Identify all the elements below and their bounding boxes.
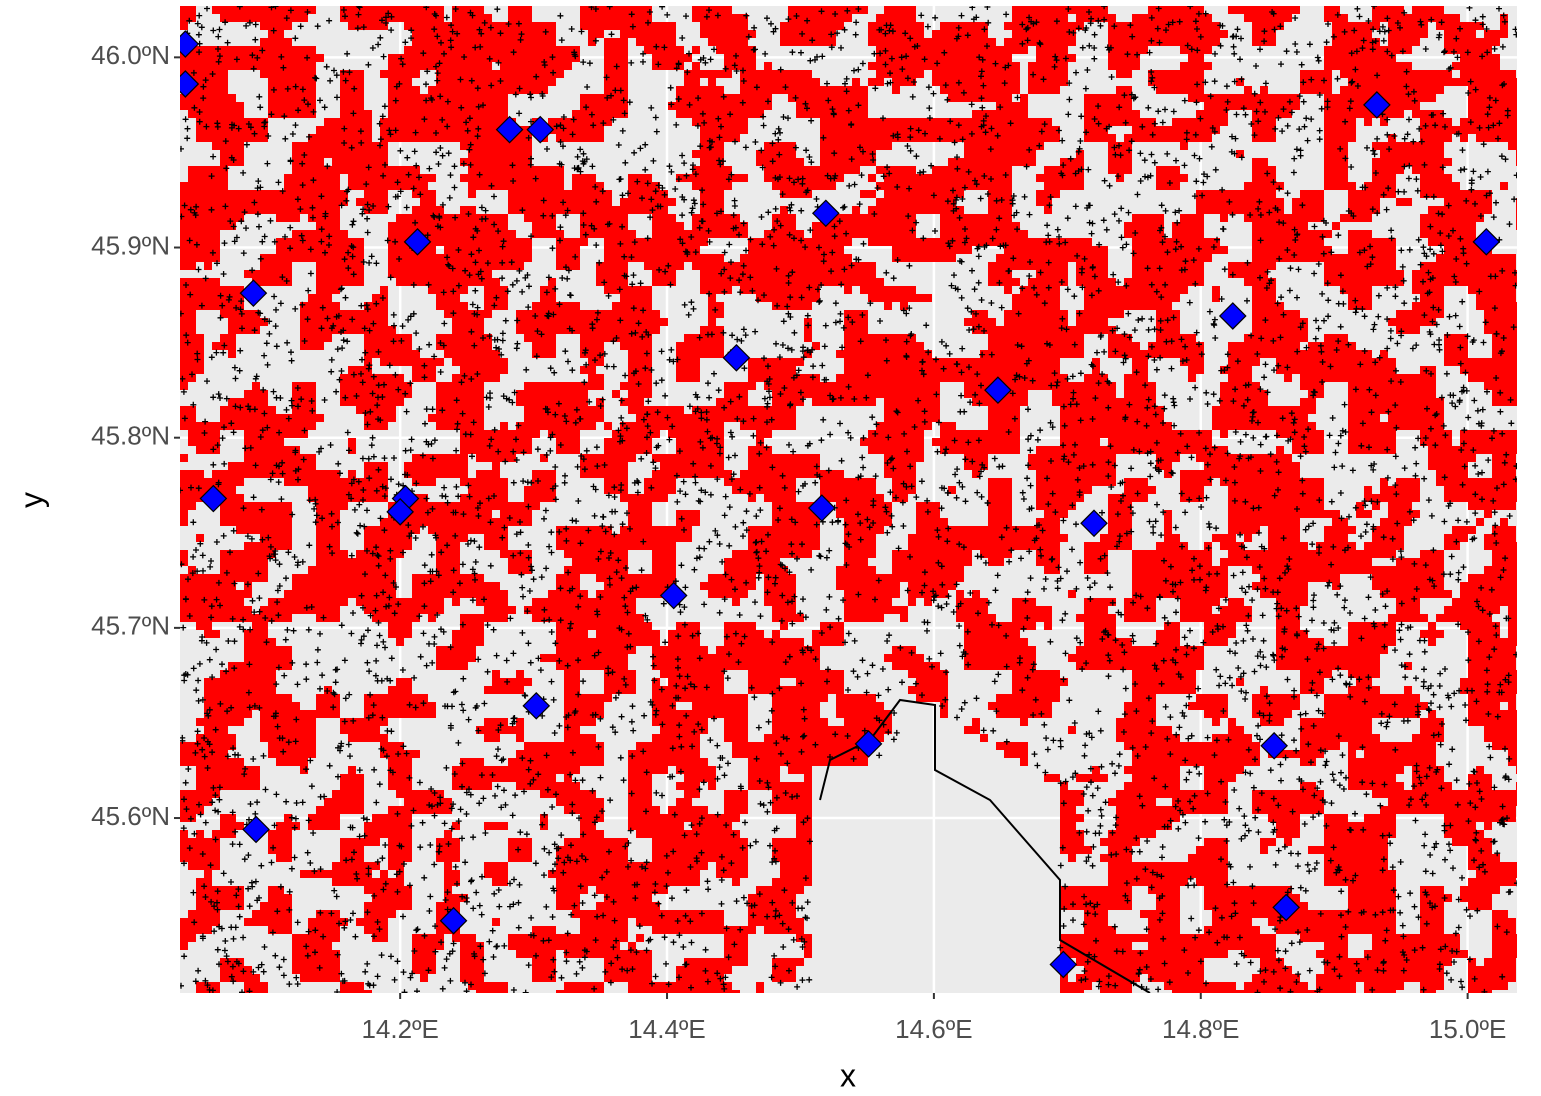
x-tick-label: 14.8ºE: [1162, 1014, 1239, 1044]
y-tick-label: 45.6ºN: [91, 801, 170, 831]
x-axis-title: x: [840, 1057, 856, 1093]
x-tick-label: 14.6ºE: [895, 1014, 972, 1044]
x-tick-label: 15.0ºE: [1429, 1014, 1506, 1044]
y-axis-title: y: [13, 492, 49, 508]
y-tick-label: 45.7ºN: [91, 611, 170, 641]
y-tick-label: 46.0ºN: [91, 40, 170, 70]
y-tick-label: 45.8ºN: [91, 421, 170, 451]
y-tick-label: 45.9ºN: [91, 230, 170, 260]
x-tick-label: 14.2ºE: [361, 1014, 438, 1044]
x-tick-label: 14.4ºE: [628, 1014, 705, 1044]
chart: x y 14.2ºE 14.4ºE 14.6ºE 14.8ºE 15.0ºE 45.6ºN…: [0, 0, 1541, 1096]
